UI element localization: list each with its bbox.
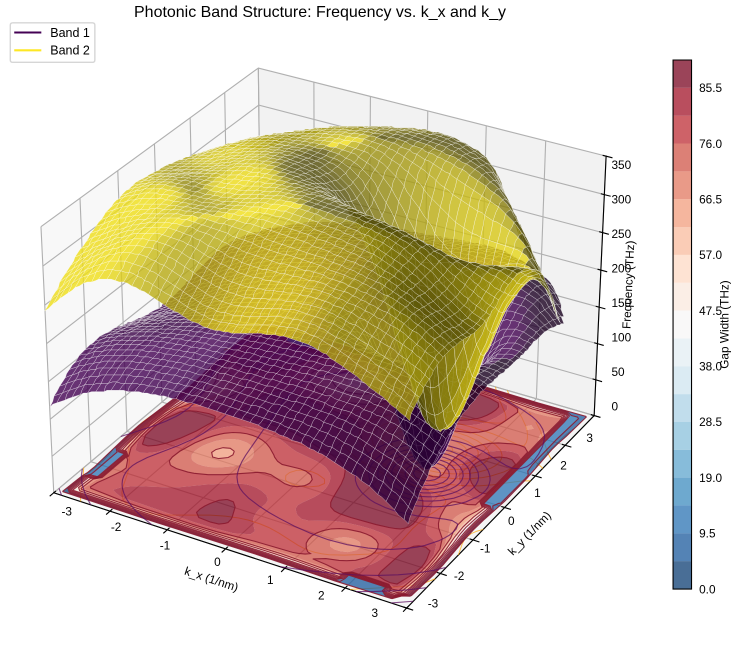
svg-text:3: 3 bbox=[372, 606, 379, 620]
svg-text:-2: -2 bbox=[454, 569, 465, 583]
svg-text:-1: -1 bbox=[160, 539, 171, 553]
svg-text:350: 350 bbox=[612, 158, 632, 172]
svg-text:0: 0 bbox=[612, 400, 619, 414]
svg-text:50: 50 bbox=[612, 365, 626, 379]
svg-text:0: 0 bbox=[508, 514, 515, 528]
svg-text:85.5: 85.5 bbox=[699, 81, 722, 95]
svg-text:-3: -3 bbox=[61, 505, 72, 519]
svg-text:-3: -3 bbox=[428, 597, 439, 611]
svg-text:-2: -2 bbox=[111, 520, 122, 534]
svg-text:250: 250 bbox=[612, 227, 632, 241]
svg-text:76.0: 76.0 bbox=[699, 137, 722, 151]
svg-text:2: 2 bbox=[318, 588, 325, 602]
svg-text:1: 1 bbox=[534, 486, 541, 500]
svg-text:Band 1: Band 1 bbox=[50, 26, 90, 40]
svg-text:Photonic Band Structure: Frequ: Photonic Band Structure: Frequency vs. k… bbox=[134, 4, 506, 21]
svg-text:0.0: 0.0 bbox=[699, 582, 716, 596]
svg-text:47.5: 47.5 bbox=[699, 304, 722, 318]
svg-text:200: 200 bbox=[612, 261, 632, 275]
svg-text:Gap Width (THz): Gap Width (THz) bbox=[718, 280, 732, 369]
svg-text:150: 150 bbox=[612, 296, 632, 310]
svg-text:0: 0 bbox=[214, 555, 221, 569]
svg-text:-1: -1 bbox=[480, 541, 491, 555]
svg-text:38.0: 38.0 bbox=[699, 360, 722, 374]
svg-text:Frequency (THz): Frequency (THz) bbox=[619, 240, 637, 329]
svg-text:57.0: 57.0 bbox=[699, 248, 722, 262]
svg-text:9.5: 9.5 bbox=[699, 527, 716, 541]
svg-text:66.5: 66.5 bbox=[699, 192, 722, 206]
svg-text:19.0: 19.0 bbox=[699, 471, 722, 485]
svg-text:28.5: 28.5 bbox=[699, 415, 722, 429]
svg-text:300: 300 bbox=[612, 192, 632, 206]
svg-text:2: 2 bbox=[560, 459, 567, 473]
svg-text:1: 1 bbox=[267, 573, 274, 587]
svg-text:100: 100 bbox=[612, 331, 632, 345]
svg-text:3: 3 bbox=[586, 431, 593, 445]
svg-text:Band 2: Band 2 bbox=[50, 44, 90, 58]
